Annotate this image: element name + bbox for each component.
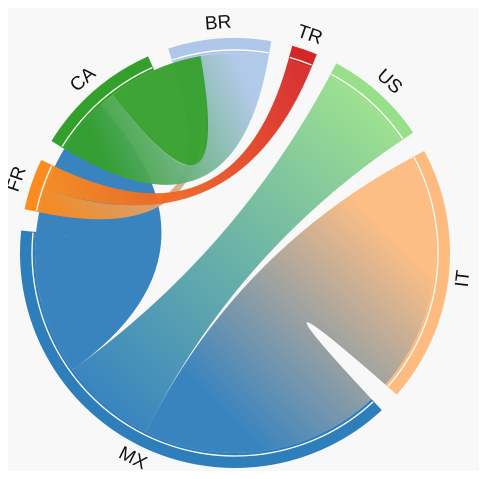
group-arc-edge-fr (35, 165, 53, 211)
group-arc-edge-it (387, 157, 439, 387)
group-arc-edge-ca (61, 67, 153, 147)
ribbons-layer (34, 52, 436, 453)
ribbon-mx-us[interactable] (72, 76, 401, 433)
group-arc-edge-us (331, 73, 404, 139)
ribbon-fr-tr[interactable] (45, 60, 312, 206)
ribbon-ca-ca[interactable] (112, 56, 209, 166)
group-arc-edge-tr (289, 56, 312, 66)
group-label-it: IT (452, 269, 475, 289)
group-label-fr: FR (8, 164, 31, 195)
group-arcs-layer (20, 38, 450, 468)
ribbon-ca-br[interactable] (64, 52, 269, 185)
group-label-br: BR (204, 12, 232, 35)
ribbon-mx-it[interactable] (145, 158, 436, 453)
chart-canvas: MX FR CA BR TR US IT (8, 8, 479, 471)
group-arc-fr[interactable] (24, 159, 55, 213)
group-arc-tr[interactable] (288, 45, 317, 69)
group-arc-edge-br (172, 49, 269, 61)
group-label-tr: TR (294, 21, 325, 49)
group-arc-edge-mx (31, 232, 374, 457)
